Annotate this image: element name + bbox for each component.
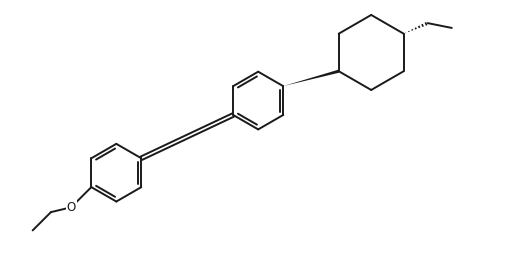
Text: O: O — [66, 201, 76, 214]
Polygon shape — [283, 70, 339, 86]
